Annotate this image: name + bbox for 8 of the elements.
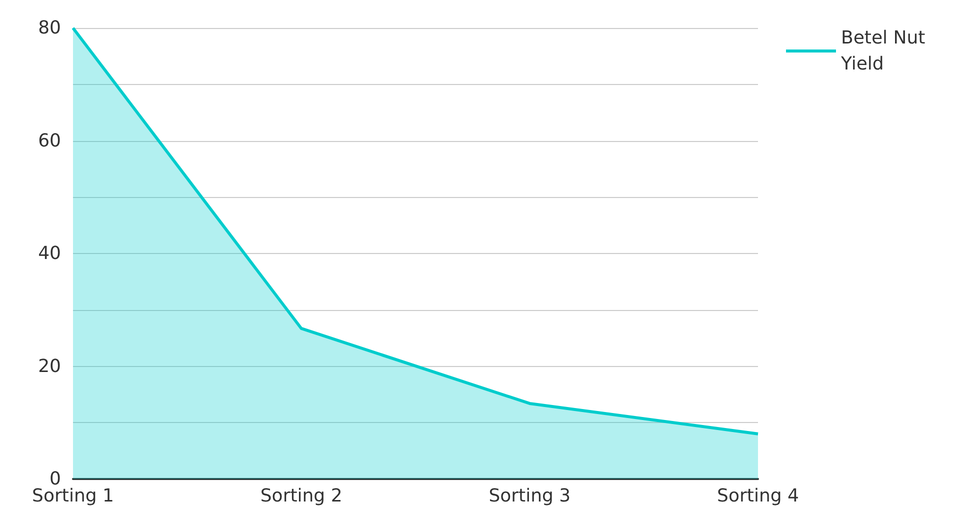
legend-label: Betel Nut Yield	[840, 28, 931, 74]
y-tick-label: 60	[38, 130, 61, 152]
y-tick-label: 20	[38, 356, 61, 377]
y-tick-label: 40	[38, 243, 61, 264]
x-tick-label: Sorting 2	[260, 486, 342, 506]
x-tick-label: Sorting 3	[488, 486, 571, 506]
x-tick-label: Sorting 4	[717, 486, 799, 506]
y-tick-label: 80	[38, 18, 61, 38]
